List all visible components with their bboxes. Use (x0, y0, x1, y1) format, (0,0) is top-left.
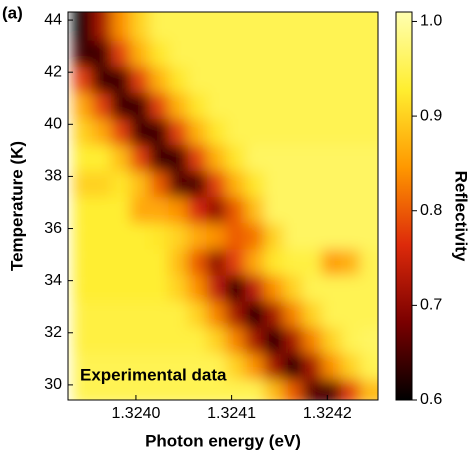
colorbar-tick-label: 0.9 (420, 107, 442, 124)
y-tick-label: 42 (44, 63, 62, 80)
y-tick-label: 40 (44, 116, 62, 133)
y-tick-label: 34 (44, 272, 62, 289)
x-tick-label: 1.3240 (111, 405, 160, 422)
y-axis-title: Temperature (K) (7, 141, 26, 271)
colorbar-tick-label: 0.6 (420, 391, 442, 408)
y-tick-label: 38 (44, 168, 62, 185)
plot-frame (67, 11, 379, 401)
colorbar-tick-label: 0.8 (420, 202, 442, 219)
colorbar (395, 11, 413, 401)
y-tick-label: 44 (44, 11, 62, 28)
y-tick-label: 36 (44, 220, 62, 237)
annotation: Experimental data (80, 365, 227, 384)
panel-label: (a) (2, 3, 23, 22)
colorbar-tick-label: 1.0 (420, 13, 442, 30)
y-tick-label: 30 (44, 376, 62, 393)
x-tick-label: 1.3242 (303, 405, 352, 422)
y-tick-label: 32 (44, 324, 62, 341)
colorbar-tick-label: 0.7 (420, 297, 442, 314)
x-axis-title: Photon energy (eV) (145, 431, 301, 450)
colorbar-title: Reflectivity (452, 171, 471, 262)
heatmap-cell (359, 12, 378, 41)
x-tick-label: 1.3241 (207, 405, 256, 422)
plot-area (72, 12, 378, 400)
heatmap (72, 12, 378, 400)
